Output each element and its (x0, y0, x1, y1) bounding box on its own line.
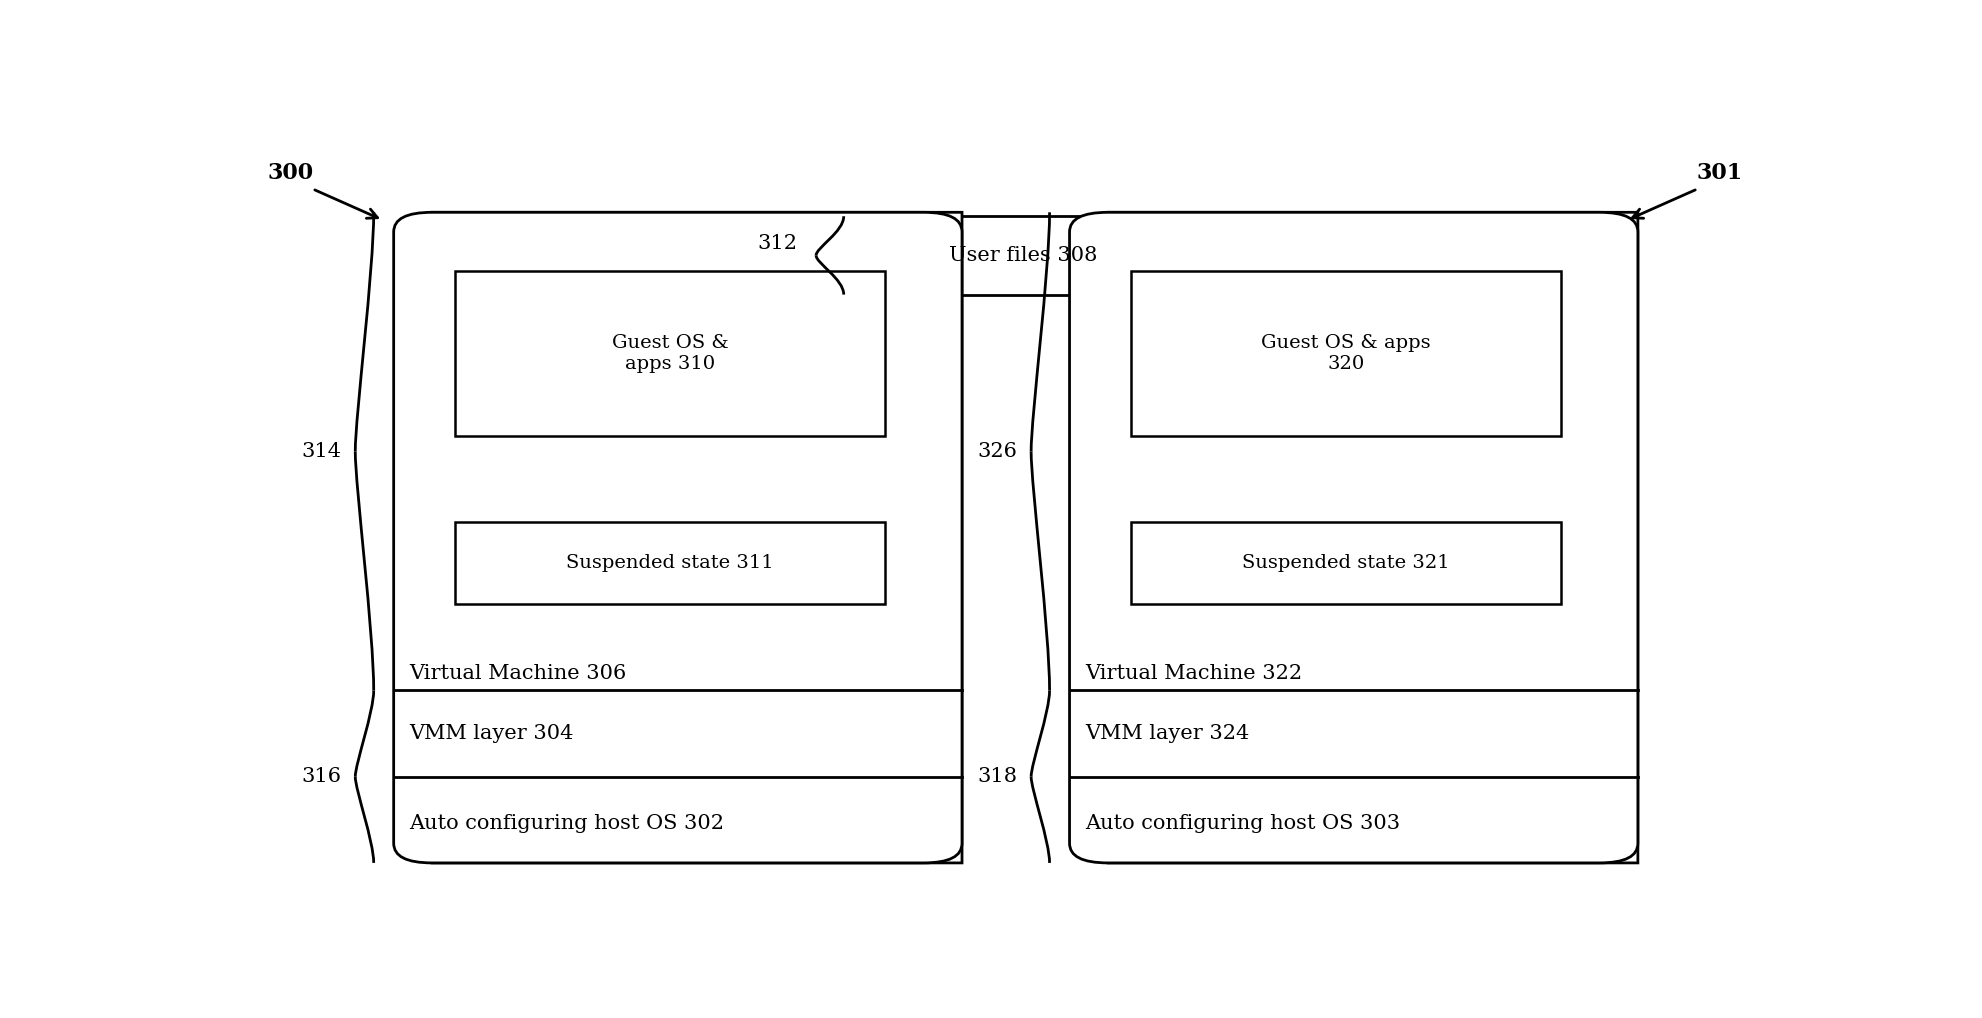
Text: Suspended state 321: Suspended state 321 (1243, 554, 1451, 572)
Text: 326: 326 (977, 442, 1017, 461)
Text: 300: 300 (268, 162, 313, 184)
FancyBboxPatch shape (432, 213, 961, 863)
Bar (456, 271, 886, 436)
FancyBboxPatch shape (394, 213, 961, 863)
Text: 312: 312 (757, 234, 797, 253)
Text: User files 308: User files 308 (949, 246, 1098, 265)
Text: VMM layer 324: VMM layer 324 (1084, 724, 1249, 743)
FancyBboxPatch shape (1108, 213, 1637, 863)
Text: 301: 301 (1697, 162, 1742, 184)
Bar (1132, 522, 1562, 605)
Bar (854, 216, 1193, 294)
Bar (1132, 271, 1562, 436)
Text: Virtual Machine 322: Virtual Machine 322 (1084, 664, 1302, 683)
Text: 314: 314 (301, 442, 341, 461)
Text: Virtual Machine 306: Virtual Machine 306 (408, 664, 626, 683)
Text: Auto configuring host OS 302: Auto configuring host OS 302 (408, 814, 723, 833)
Text: 316: 316 (301, 768, 341, 786)
Text: VMM layer 304: VMM layer 304 (408, 724, 573, 743)
FancyBboxPatch shape (1070, 213, 1637, 863)
Text: Suspended state 311: Suspended state 311 (567, 554, 775, 572)
Text: Guest OS & apps
320: Guest OS & apps 320 (1261, 334, 1431, 373)
Bar (456, 522, 886, 605)
Text: Auto configuring host OS 303: Auto configuring host OS 303 (1084, 814, 1399, 833)
Text: Guest OS &
apps 310: Guest OS & apps 310 (612, 334, 729, 373)
Text: 318: 318 (977, 768, 1017, 786)
